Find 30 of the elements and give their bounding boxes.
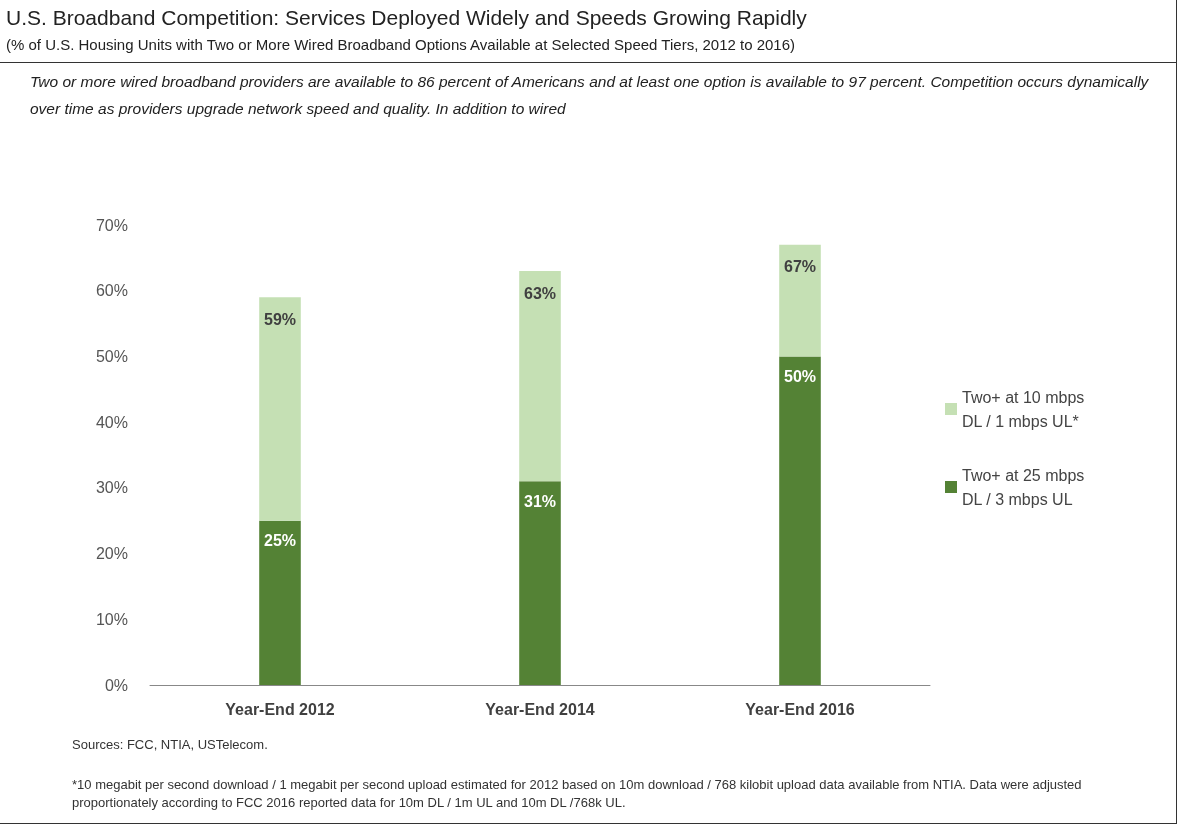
legend-label: Two+ at 10 mbps DL / 1 mbps UL* — [962, 388, 1089, 430]
y-tick-label: 60% — [95, 282, 128, 300]
text: Two or more wired broadband providers are available to 86 percent of Americans and at least one option is available to 97 percent. Competition occurs dynamically over time as providers upgrade network speed and quality. In addition to wired — [30, 72, 1150, 119]
bar — [259, 520, 301, 685]
y-tick-label: 50% — [95, 347, 128, 365]
source-note: Sources: FCC, NTIA, USTelecom. — [72, 737, 268, 752]
bar — [779, 244, 821, 357]
legend-label: Two+ at 25 mbps DL / 3 mbps UL — [962, 466, 1089, 508]
bar — [519, 481, 561, 685]
data-label: 50% — [783, 367, 817, 385]
y-tick-label: 20% — [95, 545, 128, 563]
y-tick-label: 40% — [95, 413, 128, 431]
x-tick-label: Year-End 2012 — [225, 700, 335, 718]
x-tick-label: Year-End 2016 — [745, 700, 855, 718]
y-tick-label: 10% — [95, 610, 128, 628]
x-tick-label: Year-End 2014 — [485, 700, 595, 718]
y-tick-label: 30% — [95, 479, 128, 497]
total-label: 63% — [523, 284, 557, 302]
bar — [779, 356, 821, 685]
chart-title: U.S. Broadband Competition: Services Deployed Widely and Speeds Growing Rapidly — [6, 6, 807, 30]
bar — [259, 297, 301, 521]
bar — [519, 271, 561, 482]
y-tick-label: 70% — [95, 216, 128, 234]
total-label: 67% — [783, 258, 817, 276]
text: *10 megabit per second download / 1 megabit per second upload estimated for 2012 based on 10m download / 768 kilobit upload data available from NTIA. Data were adjusted proportionately according to FCC 2016 reported data for 10m DL / 1m UL and 10m DL /768k UL. — [72, 776, 1083, 812]
data-label: 31% — [523, 492, 557, 510]
data-label: 25% — [263, 532, 297, 550]
y-tick-label: 0% — [104, 676, 128, 694]
total-label: 59% — [263, 310, 297, 328]
chart-subtitle: (% of U.S. Housing Units with Two or More Wired Broadband Options Available at Selected Speed Tiers, 2012 to 2016) — [6, 36, 796, 53]
